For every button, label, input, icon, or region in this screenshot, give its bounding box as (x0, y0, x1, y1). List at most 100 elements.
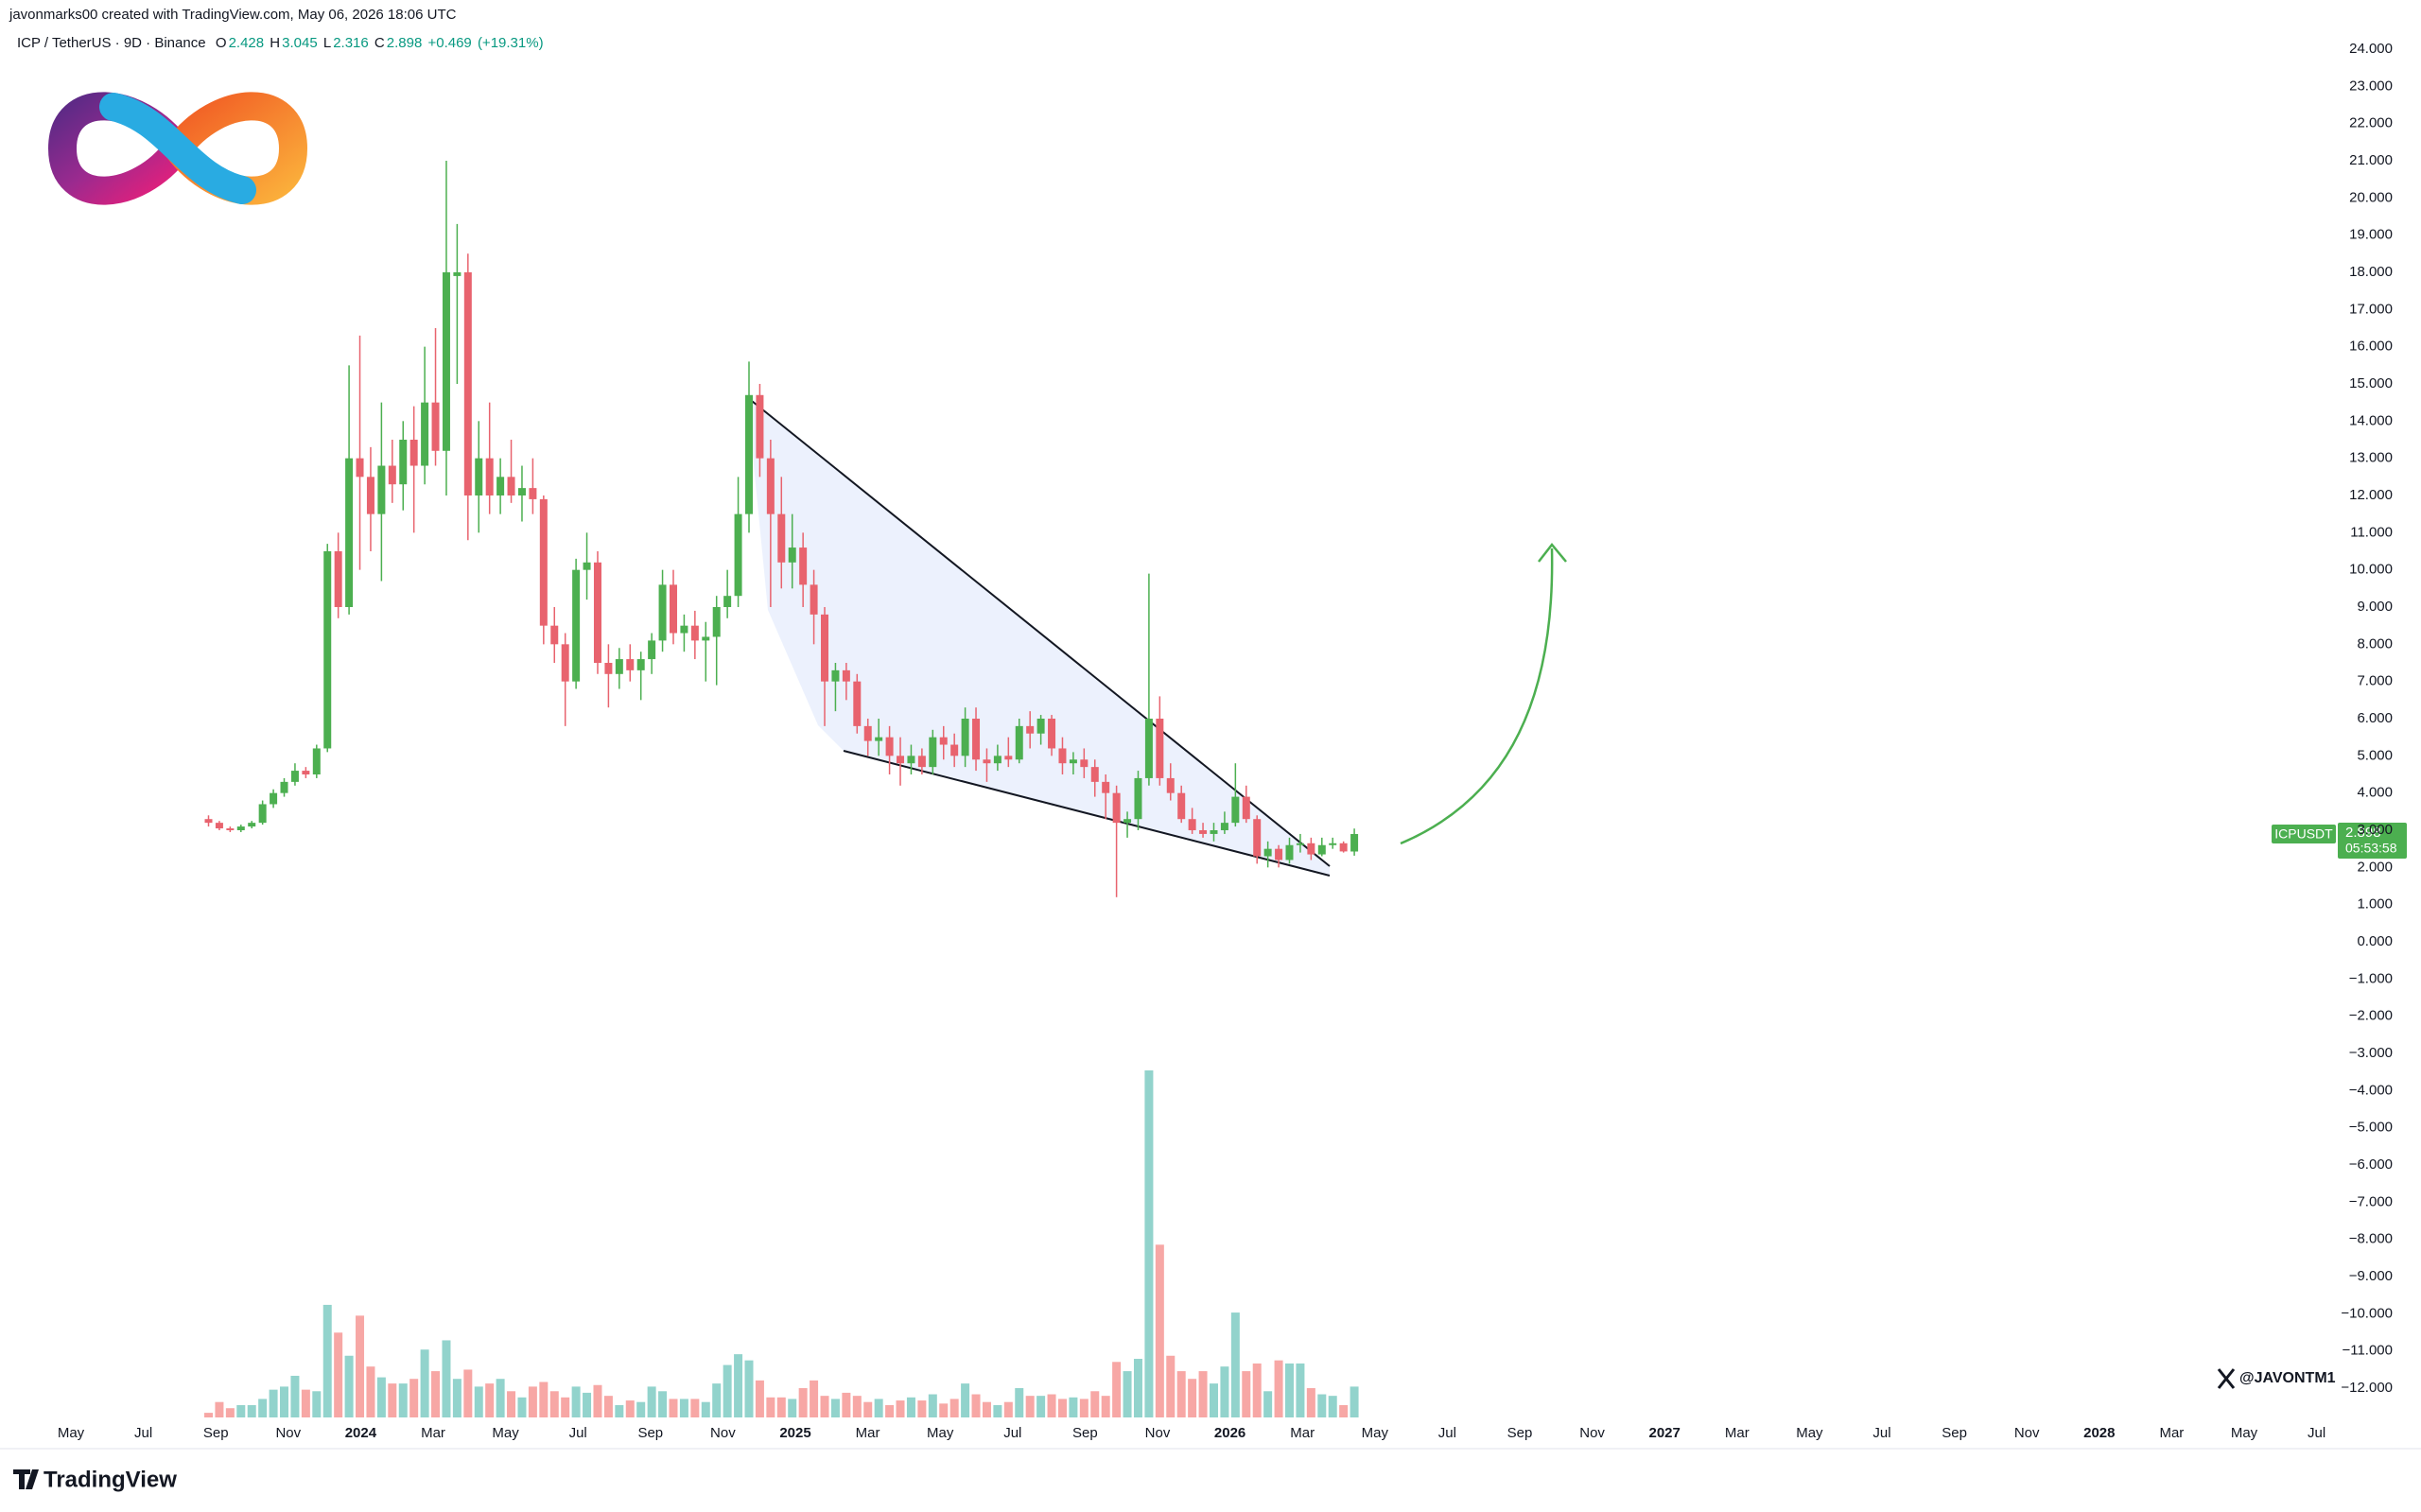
volume-bar (334, 1332, 343, 1417)
volume-bar (1155, 1244, 1164, 1417)
volume-bar (463, 1369, 473, 1417)
volume-bar (1047, 1394, 1056, 1417)
candle-body (842, 669, 850, 682)
header: javonmarks00 created with TradingView.co… (9, 7, 457, 23)
volume-bar (1306, 1388, 1315, 1417)
volume-bar (561, 1397, 570, 1417)
brand: TradingView (13, 1467, 177, 1492)
candle-body (680, 625, 688, 634)
candle-body (897, 756, 905, 764)
candle-body (788, 547, 796, 563)
candle-body (475, 458, 483, 495)
volume-bar (615, 1404, 624, 1417)
y-tick-label: −3.000 (2349, 1045, 2393, 1061)
l-label: L (322, 35, 332, 51)
last-price-label: 2.898 (2345, 825, 2381, 841)
y-tick-label: −10.000 (2341, 1305, 2393, 1321)
volume-bar (776, 1397, 786, 1417)
x-tick-label: Nov (2014, 1425, 2040, 1441)
h-label: H (270, 35, 281, 51)
volume-bar (744, 1360, 754, 1417)
candle-body (648, 640, 656, 660)
candle-body (388, 465, 396, 485)
watermark-text: @JAVONTM1 (2239, 1370, 2336, 1386)
volume-bar (301, 1389, 310, 1417)
volume-bar (247, 1404, 256, 1417)
y-tick-label: 24.000 (2349, 41, 2393, 57)
x-tick-label: May (1796, 1425, 1823, 1441)
x-tick-label: Jul (1438, 1425, 1456, 1441)
volume-bar (1188, 1379, 1197, 1417)
y-tick-label: 6.000 (2357, 710, 2393, 726)
volume-bar (1296, 1363, 1305, 1417)
y-tick-label: 5.000 (2357, 747, 2393, 763)
x-tick-label: Jul (134, 1425, 152, 1441)
y-tick-label: −5.000 (2349, 1120, 2393, 1136)
y-tick-label: −1.000 (2349, 970, 2393, 986)
volume-bar (669, 1399, 678, 1417)
volume-bar (1252, 1363, 1262, 1417)
volume-bar (388, 1383, 397, 1417)
volume-bar (420, 1349, 429, 1417)
volume-bar (1242, 1371, 1251, 1417)
candle-body (821, 614, 829, 682)
x-tick-label: Sep (637, 1425, 663, 1441)
y-tick-label: 21.000 (2349, 152, 2393, 168)
candle-body (1048, 719, 1056, 749)
volume-bar (593, 1384, 602, 1417)
volume-bar (810, 1380, 819, 1417)
volume-bar (1350, 1386, 1359, 1417)
candle-body (280, 781, 288, 793)
candle-body (723, 596, 732, 607)
candle-body (496, 477, 505, 495)
candle-body (539, 498, 548, 626)
volume-bar (366, 1366, 375, 1417)
y-tick-label: 1.000 (2357, 896, 2393, 912)
candle-body (550, 625, 559, 645)
candle-body (929, 737, 937, 768)
candle-body (1036, 719, 1045, 734)
candle-body (1102, 781, 1110, 793)
x-tick-label: 2024 (345, 1425, 377, 1441)
candle-body (442, 271, 450, 451)
volume-bar (820, 1396, 829, 1417)
candle-body (258, 804, 267, 824)
volume-bar (690, 1399, 700, 1417)
volume-bar (1317, 1394, 1327, 1417)
candle-body (1069, 759, 1077, 764)
y-tick-label: 4.000 (2357, 785, 2393, 801)
h-value: 3.045 (282, 35, 318, 51)
projection-arrow (1400, 543, 1567, 845)
candle-body (734, 513, 742, 597)
volume-bar (452, 1379, 462, 1417)
candle-body (950, 744, 959, 756)
candle-body (810, 584, 818, 615)
symbol-box (2272, 825, 2336, 843)
y-tick-label: 12.000 (2349, 487, 2393, 503)
candle-body (1231, 796, 1240, 824)
volume-bar (204, 1413, 213, 1417)
volume-bar (290, 1375, 300, 1417)
volume-bar (788, 1399, 797, 1417)
volume-bar (280, 1386, 289, 1417)
candle-body (312, 748, 321, 775)
volume-bar (971, 1394, 981, 1417)
candle-body (1026, 725, 1035, 734)
volume-bar (885, 1404, 895, 1417)
candle-body (1188, 819, 1196, 831)
wedge-lower-line (843, 750, 1331, 877)
c-value: 2.898 (386, 35, 423, 51)
candle-body (983, 759, 991, 764)
volume-bar (409, 1379, 419, 1417)
series (204, 160, 1359, 1417)
brand-text: TradingView (44, 1467, 177, 1492)
volume-bar (507, 1391, 516, 1417)
y-tick-label: −2.000 (2349, 1008, 2393, 1024)
volume-bar (474, 1386, 483, 1417)
candle-body (366, 477, 374, 514)
volume-bar (1112, 1362, 1122, 1417)
candle-body (1166, 777, 1175, 793)
candle-body (1263, 848, 1272, 857)
o-label: O (215, 35, 227, 51)
